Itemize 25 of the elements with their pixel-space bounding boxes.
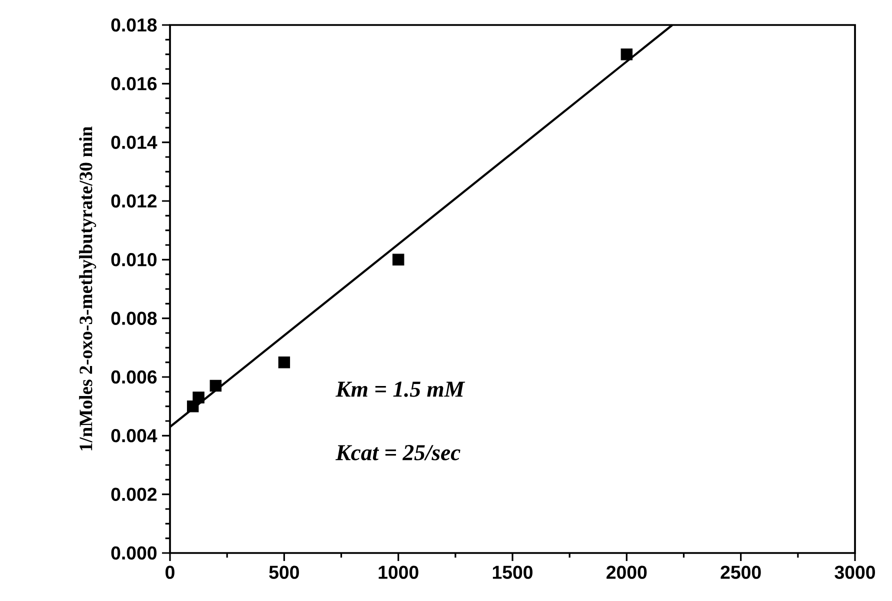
x-tick-label: 1500: [492, 566, 532, 579]
x-tick-label: 0: [166, 566, 174, 579]
point: [278, 356, 290, 368]
annotation: Km = 1.5 mM: [336, 382, 466, 397]
y-tick-label: 0.014: [111, 136, 158, 149]
x-tick-label: 2500: [720, 566, 761, 579]
point: [192, 392, 204, 404]
y-tick-label: 0.008: [111, 312, 157, 325]
annotation: Kcat = 25/sec: [336, 445, 460, 460]
point: [210, 380, 222, 392]
y-tick-label: 0.002: [111, 488, 157, 501]
x-tick-label: 3000: [834, 566, 875, 579]
y-tick-label: 0.012: [111, 194, 157, 208]
y-tick-label: 0.018: [111, 18, 157, 32]
point: [392, 254, 404, 266]
y-tick-label: 0.016: [111, 77, 157, 90]
x-tick-label: 2000: [606, 566, 647, 579]
y-tick-label: 0.004: [111, 429, 158, 442]
y-tick-label: 0.000: [111, 546, 157, 560]
y-axis-title: 1/nMoles 2-oxo-3-methylbutyrate/30 min: [79, 126, 96, 450]
x-tick-label: 1000: [378, 566, 418, 579]
y-tick-label: 0.010: [111, 253, 157, 266]
point: [620, 48, 633, 60]
x-tick-label: 500: [269, 566, 299, 579]
y-tick-label: 0.006: [111, 370, 157, 384]
